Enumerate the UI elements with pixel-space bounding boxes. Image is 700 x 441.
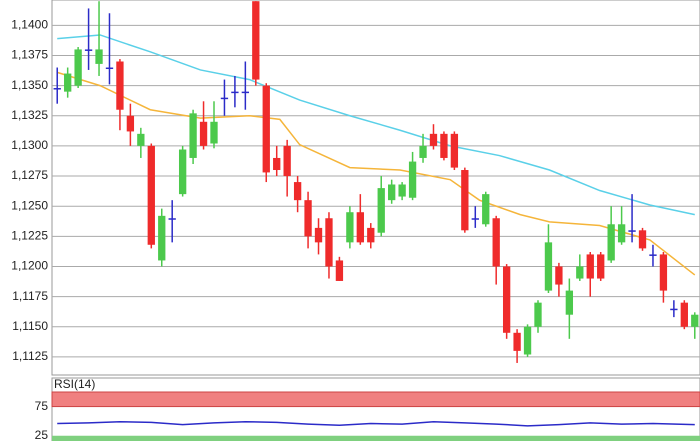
line bbox=[57, 420, 695, 427]
y-tick-label: 1,1125 bbox=[12, 349, 48, 363]
candle-body bbox=[534, 302, 542, 327]
y-tick-label: 1,1300 bbox=[11, 138, 48, 152]
candle-body bbox=[649, 254, 657, 256]
candle-body bbox=[670, 308, 678, 311]
overbought-band bbox=[51, 391, 700, 408]
candle-body bbox=[544, 242, 553, 291]
candle-body bbox=[283, 145, 291, 177]
candle-body bbox=[607, 224, 615, 261]
candle-body bbox=[461, 170, 469, 231]
candle-body bbox=[178, 149, 187, 195]
candle-body bbox=[335, 260, 344, 281]
candle-body bbox=[367, 227, 375, 243]
candle-body bbox=[586, 254, 594, 279]
oversold-band bbox=[52, 435, 700, 441]
candle-body bbox=[241, 91, 250, 94]
candle-body bbox=[513, 332, 521, 351]
candle-body bbox=[502, 266, 511, 333]
candle-body bbox=[628, 230, 636, 232]
candle-body bbox=[293, 182, 302, 201]
candle-body bbox=[492, 218, 500, 267]
candle-body bbox=[116, 61, 124, 110]
candle-body bbox=[356, 212, 364, 243]
candle-body bbox=[231, 91, 239, 94]
y-tick-label: 1,1350 bbox=[11, 78, 48, 92]
y-tick-label: 1,1225 bbox=[11, 229, 48, 243]
candle-body bbox=[523, 326, 532, 355]
y-tick-label: 75 bbox=[35, 399, 49, 413]
candle-body bbox=[450, 133, 459, 168]
candle-body bbox=[199, 121, 208, 146]
candle-body bbox=[314, 227, 323, 243]
candle-body bbox=[273, 157, 281, 171]
candle-body bbox=[388, 184, 396, 201]
candle-body bbox=[565, 290, 574, 315]
candle-body bbox=[482, 194, 490, 225]
candle-body bbox=[398, 184, 406, 197]
candle-body bbox=[74, 49, 82, 86]
candle-body bbox=[84, 49, 93, 51]
candle-body bbox=[440, 133, 448, 158]
candle-body bbox=[659, 254, 668, 291]
candle-body bbox=[377, 188, 385, 233]
candle-body bbox=[304, 200, 312, 237]
candle-body bbox=[64, 73, 72, 92]
y-tick-label: 1,1200 bbox=[11, 259, 48, 273]
candle-body bbox=[555, 266, 563, 285]
candle-body bbox=[137, 133, 145, 146]
candle-body bbox=[408, 161, 417, 198]
candle-body bbox=[262, 85, 270, 173]
candle-body bbox=[346, 212, 354, 243]
candle-body bbox=[325, 218, 333, 267]
candle-body bbox=[419, 145, 427, 158]
y-tick-label: 1,1375 bbox=[11, 48, 48, 62]
line bbox=[57, 34, 695, 216]
candle-body bbox=[210, 121, 218, 144]
y-tick-label: 1,1150 bbox=[12, 319, 48, 333]
candle-body bbox=[252, 1, 260, 80]
candle-body bbox=[638, 230, 647, 249]
candle-body bbox=[126, 115, 135, 132]
candle-body bbox=[158, 215, 166, 261]
rsi-panel bbox=[51, 377, 700, 441]
candle-body bbox=[147, 145, 155, 245]
candle-body bbox=[617, 224, 626, 243]
y-tick-label: 25 bbox=[35, 428, 49, 441]
candle-body bbox=[597, 254, 605, 279]
candle-body bbox=[53, 88, 61, 90]
candle-body bbox=[680, 302, 688, 327]
y-tick-label: 1,1400 bbox=[11, 17, 48, 31]
candle-body bbox=[576, 266, 584, 279]
candle-body bbox=[95, 49, 103, 64]
candle-body bbox=[220, 97, 229, 100]
y-tick-label: 1,1175 bbox=[12, 289, 48, 303]
y-tick-label: 1,1250 bbox=[11, 198, 48, 212]
line bbox=[57, 71, 696, 276]
candle-body bbox=[691, 314, 699, 327]
y-tick-label: 1,1275 bbox=[11, 168, 48, 182]
candle-body bbox=[168, 218, 176, 220]
candle-body bbox=[189, 113, 197, 158]
rsi-title: RSI(14) bbox=[54, 377, 95, 391]
candle-body bbox=[471, 218, 479, 220]
y-tick-label: 1,1325 bbox=[11, 108, 48, 122]
candle-body bbox=[429, 133, 438, 146]
candle-body bbox=[105, 67, 114, 70]
